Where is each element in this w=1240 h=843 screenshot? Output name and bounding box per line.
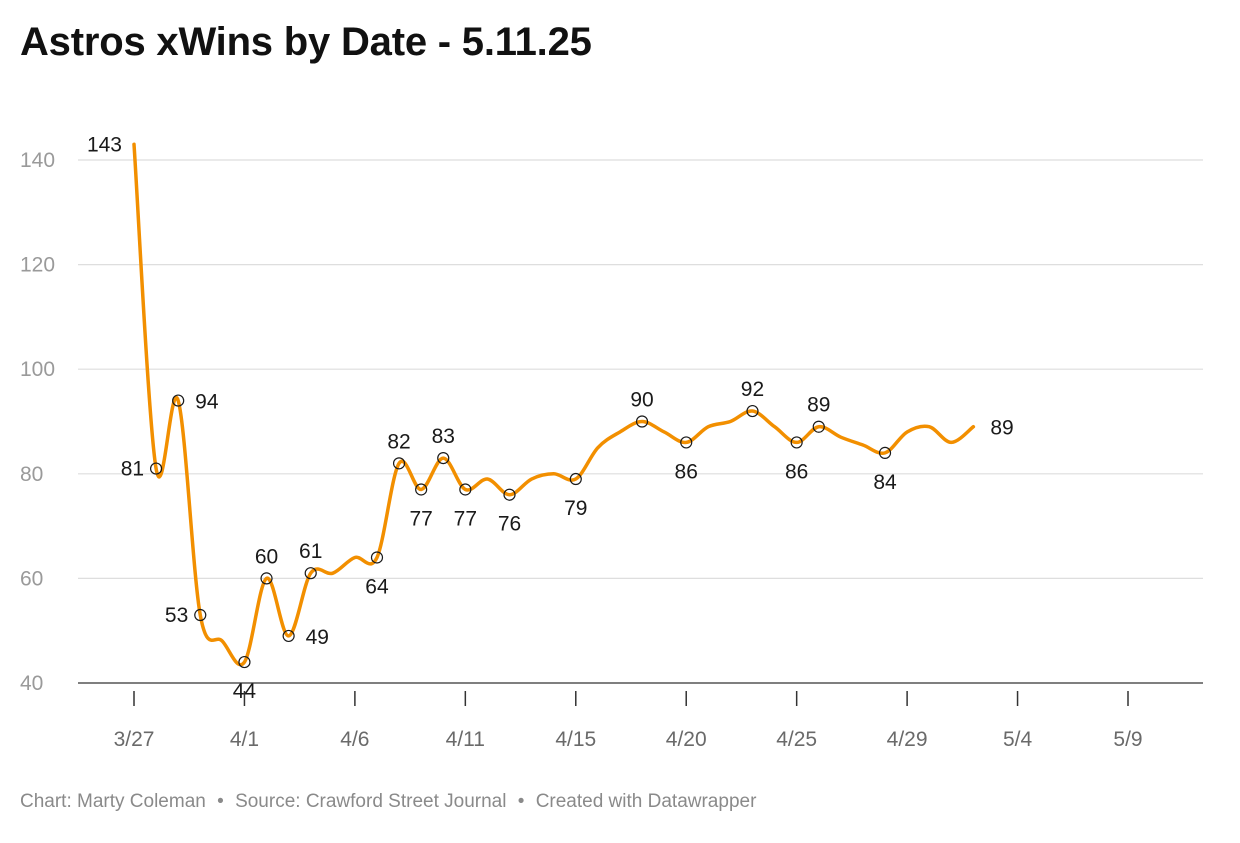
data-label: 92 <box>741 378 764 401</box>
footer-separator: • <box>217 791 224 812</box>
data-label: 89 <box>807 394 830 417</box>
data-label: 77 <box>454 507 477 530</box>
x-tick-label-5-9: 5/9 <box>1113 728 1142 751</box>
series-line-layer <box>132 142 976 667</box>
data-point <box>415 483 428 496</box>
y-tick-label-120: 120 <box>20 254 55 277</box>
data-label: 89 <box>990 417 1013 440</box>
data-point <box>812 420 825 433</box>
created-with: Created with Datawrapper <box>535 791 757 812</box>
x-tick-label-4-1: 4/1 <box>230 728 259 751</box>
y-tick-label-100: 100 <box>20 358 55 381</box>
data-label: 44 <box>233 680 257 703</box>
data-point <box>304 567 317 580</box>
data-label: 61 <box>299 540 322 563</box>
data-point <box>790 436 803 449</box>
y-tick-label-40: 40 <box>20 672 43 695</box>
x-tick-label-4-25: 4/25 <box>776 728 817 751</box>
chart-source: Source: Crawford Street Journal <box>235 791 507 812</box>
data-point <box>680 436 693 449</box>
x-axis: 3/27 4/1 4/6 4/11 4/15 4/20 4/25 4/29 5/4 5/9 <box>114 691 1143 751</box>
data-point <box>635 415 649 428</box>
y-tick-label-80: 80 <box>20 463 43 486</box>
data-point <box>238 655 251 669</box>
data-label: 86 <box>675 460 698 483</box>
data-label: 82 <box>387 430 410 453</box>
data-point <box>437 452 450 465</box>
chart-footer: Chart: Marty Coleman • Source: Crawford … <box>20 791 756 813</box>
x-tick-label-4-15: 4/15 <box>555 728 596 751</box>
data-label: 86 <box>785 460 808 483</box>
series-line <box>132 142 976 667</box>
data-point <box>392 457 406 470</box>
x-tick-label-4-29: 4/29 <box>887 728 928 751</box>
x-tick-label-4-11: 4/11 <box>446 728 485 751</box>
data-label: 94 <box>195 391 219 414</box>
y-axis-labels: 40 60 80 100 120 140 <box>20 149 55 695</box>
data-point <box>569 472 582 486</box>
data-points <box>149 394 892 669</box>
x-tick-label-4-6: 4/6 <box>340 728 369 751</box>
data-label: 84 <box>873 471 897 494</box>
data-point <box>282 629 295 643</box>
data-point <box>194 608 207 622</box>
data-point <box>746 404 759 418</box>
data-label: 81 <box>121 458 144 481</box>
data-label: 64 <box>365 575 389 598</box>
data-label: 90 <box>630 389 653 412</box>
data-label: 49 <box>306 626 329 649</box>
data-point <box>149 462 163 475</box>
data-label: 143 <box>87 133 122 156</box>
data-point <box>503 488 516 501</box>
data-label: 77 <box>409 507 432 530</box>
data-labels: 143 81 94 53 44 60 49 61 64 82 77 83 77 76 79 90 86 92 86 8… <box>87 133 1014 703</box>
data-point <box>878 446 892 459</box>
x-tick-label-3-27: 3/27 <box>114 728 155 751</box>
x-tick-label-4-20: 4/20 <box>666 728 707 751</box>
data-label: 83 <box>432 425 455 448</box>
y-tick-label-140: 140 <box>20 149 55 172</box>
chart-credit: Chart: Marty Coleman <box>20 791 206 812</box>
data-label: 53 <box>165 604 188 627</box>
data-point <box>172 394 185 407</box>
data-point <box>370 551 384 564</box>
y-tick-label-60: 60 <box>20 567 43 590</box>
chart-title: Astros xWins by Date - 5.11.25 <box>20 20 592 64</box>
data-label: 60 <box>255 545 278 568</box>
data-label: 76 <box>498 513 521 536</box>
data-point <box>260 572 273 585</box>
footer-separator: • <box>517 791 525 812</box>
data-label: 79 <box>564 497 587 520</box>
x-tick-label-5-4: 5/4 <box>1003 728 1033 751</box>
data-point <box>459 483 472 496</box>
